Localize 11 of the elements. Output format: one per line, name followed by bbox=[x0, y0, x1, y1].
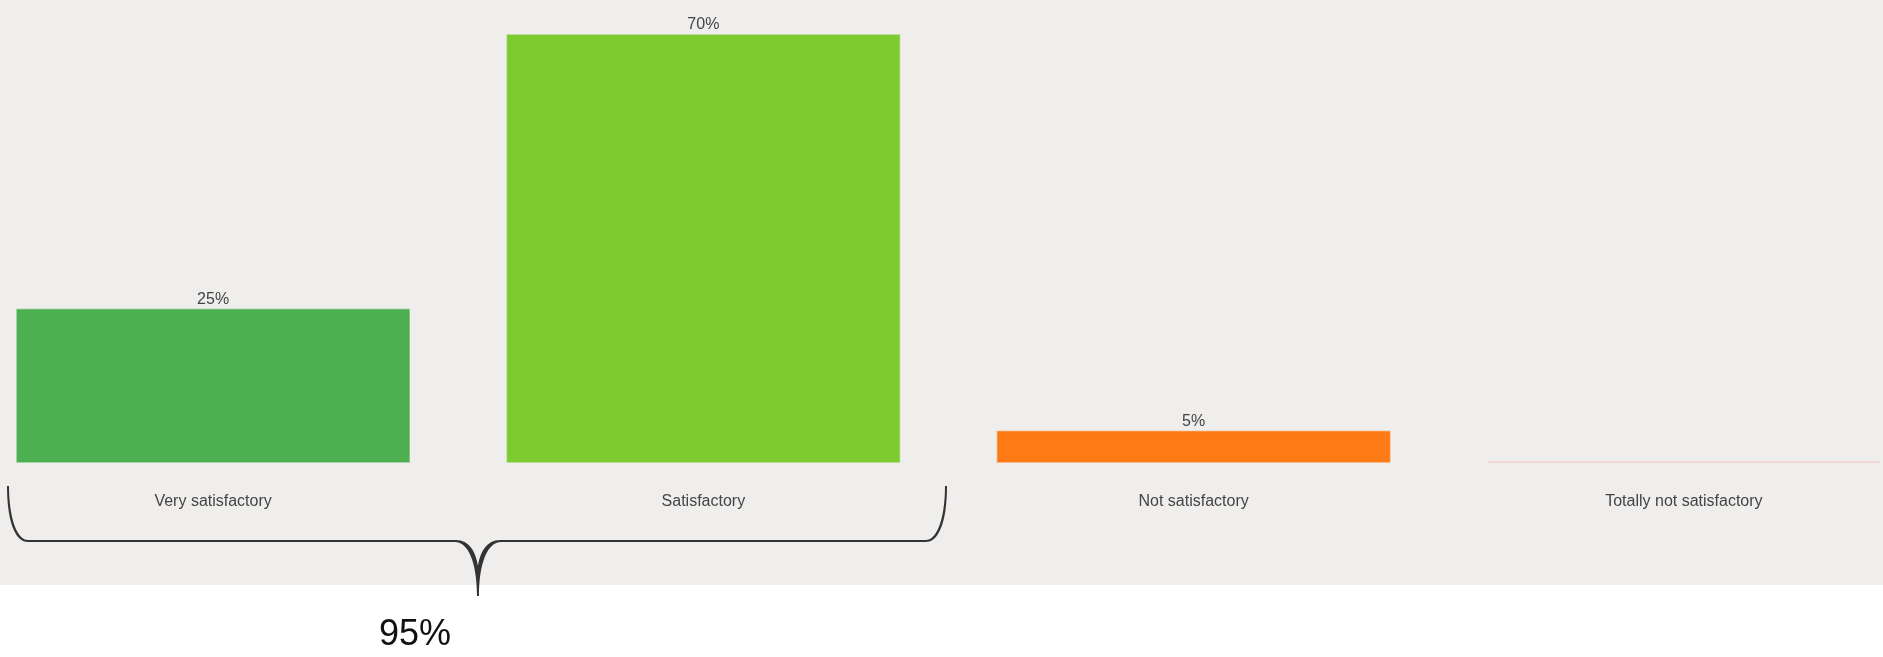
x-tick-label: Totally not satisfactory bbox=[1605, 491, 1763, 509]
data-label: 70% bbox=[687, 15, 720, 32]
bar bbox=[996, 430, 1391, 463]
x-tick-label: Satisfactory bbox=[661, 491, 746, 509]
text: 95% bbox=[377, 612, 453, 654]
bar bbox=[16, 308, 410, 463]
x-tick-label: Not satisfactory bbox=[1138, 491, 1249, 509]
data-label: 5% bbox=[1182, 411, 1206, 429]
bar bbox=[506, 34, 901, 463]
x-tick-label: Very satisfactory bbox=[154, 491, 272, 509]
data-label: 25% bbox=[197, 289, 230, 307]
